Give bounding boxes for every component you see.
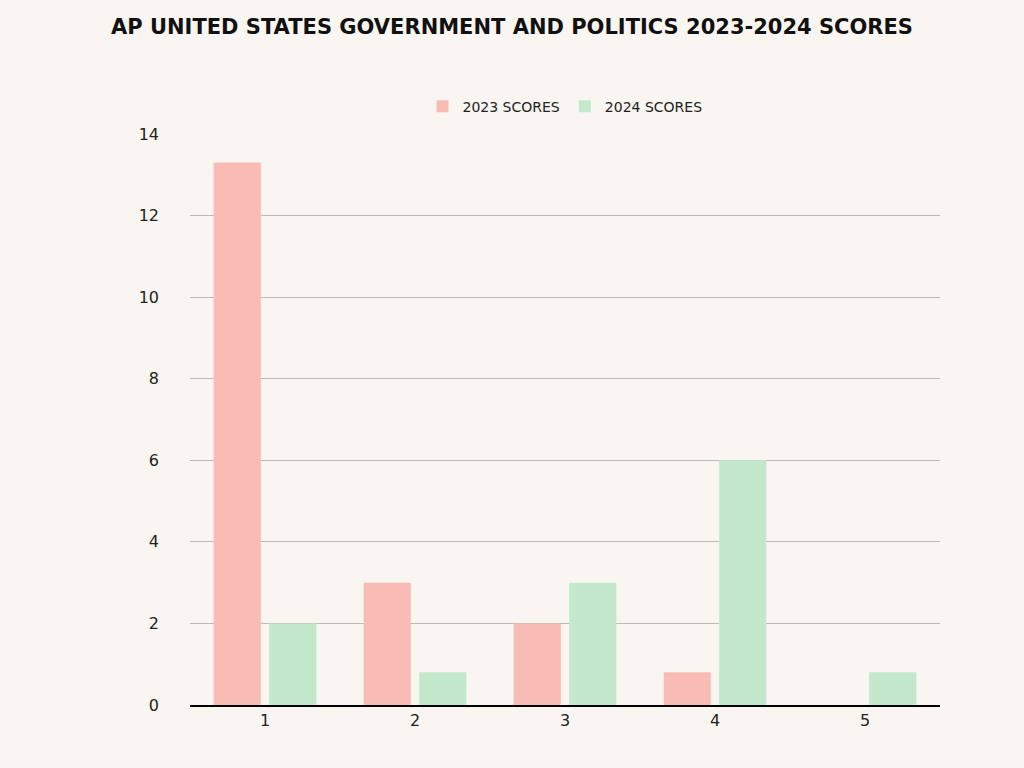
svg-text:2024 SCORES: 2024 SCORES [605, 99, 702, 115]
svg-text:6: 6 [149, 451, 159, 470]
svg-text:4: 4 [710, 711, 720, 730]
svg-text:1: 1 [260, 711, 270, 730]
svg-text:10: 10 [139, 288, 159, 307]
svg-text:14: 14 [139, 125, 159, 144]
svg-text:0: 0 [149, 696, 159, 715]
svg-text:AP UNITED STATES GOVERNMENT AN: AP UNITED STATES GOVERNMENT AND POLITICS… [111, 15, 913, 39]
svg-text:3: 3 [560, 711, 570, 730]
svg-text:2: 2 [410, 711, 420, 730]
svg-text:4: 4 [149, 532, 159, 551]
svg-text:5: 5 [860, 711, 870, 730]
svg-text:8: 8 [149, 369, 159, 388]
svg-text:2023 SCORES: 2023 SCORES [463, 99, 560, 115]
svg-text:12: 12 [139, 206, 159, 225]
svg-text:2: 2 [149, 614, 159, 633]
